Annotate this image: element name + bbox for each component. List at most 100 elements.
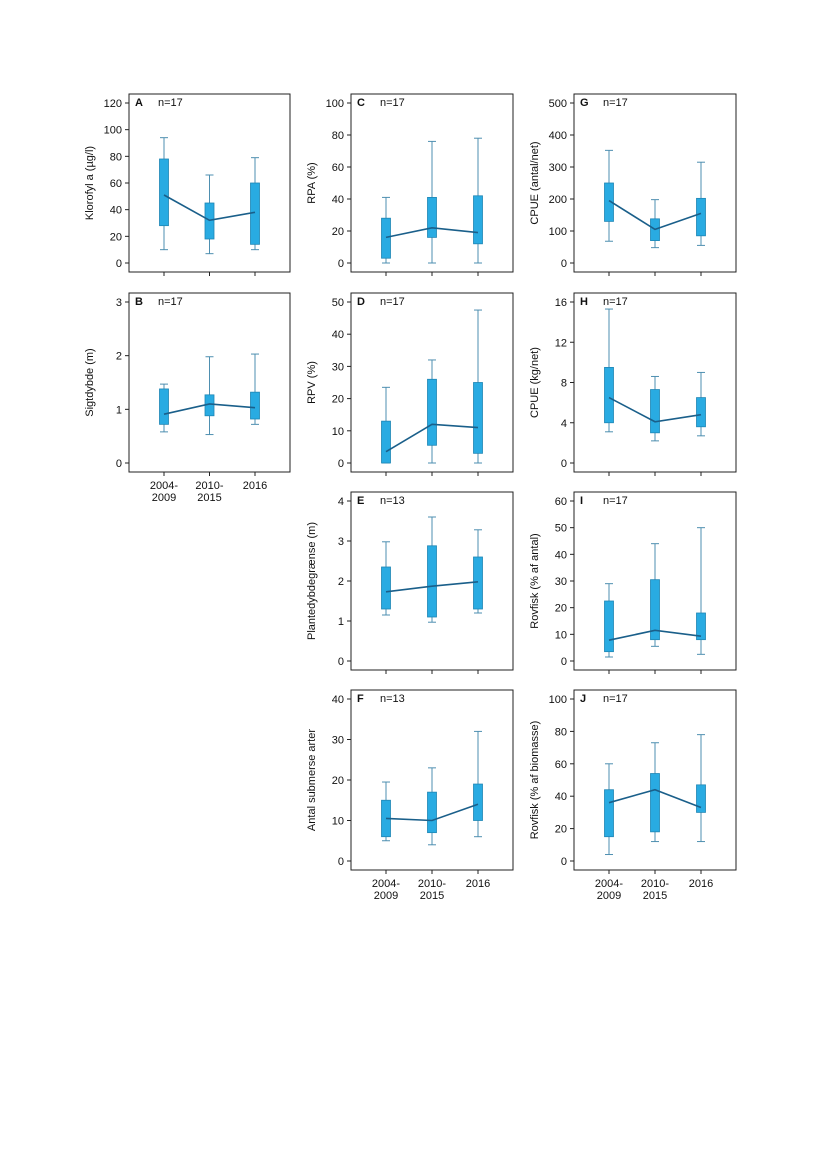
y-axis-title: Rovfisk (% af biomasse) [529,721,541,840]
interquartile-box [604,600,614,653]
y-tick-label: 60 [555,496,567,508]
y-tick-label: 8 [561,378,567,390]
panel-letter: G [580,97,589,109]
panel-j: 0 20 40 60 80 100 Rovfisk (% af biomasse) J n=17… [529,689,737,902]
interquartile-box [473,556,483,610]
interquartile-box [604,367,614,424]
y-tick-label: 10 [555,629,567,641]
box-f-2 [427,767,437,846]
x-category-label: 2016 [689,878,713,890]
panel-letter: B [135,296,143,308]
y-tick-label: 500 [549,98,567,110]
y-tick-label: 100 [549,226,567,238]
interquartile-box [650,579,660,641]
median-line [385,581,479,593]
y-axis-title: RPV (%) [306,361,318,404]
interquartile-box [473,783,483,821]
y-tick-label: 0 [338,856,344,868]
y-axis-title: CPUE (antal/net) [529,141,541,224]
y-tick-label: 3 [116,297,122,309]
panel-i: 0 10 20 30 40 50 60 Rovfisk (% af antal) I n=17 [529,491,737,674]
panel-c: 0 20 40 60 80 100 RPA (%) C n=17 [306,93,514,276]
y-tick-label: 20 [110,231,122,243]
y-tick-label: 10 [332,816,344,828]
interquartile-box [604,182,614,222]
sample-size-label: n=17 [380,296,405,308]
y-tick-label: 3 [338,536,344,548]
box-d-3 [473,309,483,464]
x-category-label: 2016 [466,878,490,890]
y-tick-label: 200 [549,194,567,206]
panel-letter: F [357,693,364,705]
y-tick-label: 80 [555,726,567,738]
y-tick-label: 80 [332,130,344,142]
box-b-3 [250,353,260,425]
box-f-1 [381,781,391,842]
sample-size-label: n=17 [380,97,405,109]
y-tick-label: 4 [338,496,344,508]
y-tick-label: 1 [338,616,344,628]
y-tick-label: 0 [338,656,344,668]
y-tick-label: 20 [555,824,567,836]
x-category-label: 2009 [597,890,621,902]
y-tick-label: 60 [555,759,567,771]
sample-size-label: n=17 [158,296,183,308]
median-line [385,423,479,453]
y-tick-label: 40 [332,694,344,706]
box-g-3 [696,161,706,246]
interquartile-box [696,397,706,428]
interquartile-box [159,158,169,227]
interquartile-box [427,545,437,618]
box-h-3 [696,371,706,437]
panel-letter: I [580,495,583,507]
panel-g: 0 100 200 300 400 500 CPUE (antal/net) G n=17 [529,93,737,276]
y-tick-label: 16 [555,297,567,309]
x-category-label: 2009 [152,492,176,504]
y-tick-label: 120 [104,98,122,110]
box-a-2 [204,174,215,255]
interquartile-box [650,773,660,833]
median-line [608,199,702,231]
x-category-label: 2010- [641,878,669,890]
interquartile-box [473,382,483,454]
box-j-3 [696,734,706,843]
y-tick-label: 40 [555,549,567,561]
box-i-3 [696,527,706,655]
y-tick-label: 400 [549,130,567,142]
x-category-label: 2010- [418,878,446,890]
x-category-label: 2015 [420,890,444,902]
y-tick-label: 2 [338,576,344,588]
box-b-1 [159,383,169,433]
x-category-label: 2004- [150,480,178,492]
median-line [608,788,702,809]
panel-a: 0 20 40 60 80 100 120 Klorofyl a (µg/l) A n=17 [84,93,291,276]
panel-h: 0 4 8 12 16 CPUE (kg/net) H n=17 [529,292,737,476]
panel-letter: H [580,296,588,308]
y-tick-label: 50 [332,297,344,309]
box-c-2 [427,140,437,264]
y-tick-label: 0 [561,258,567,270]
y-tick-label: 40 [332,194,344,206]
y-tick-label: 100 [104,125,122,137]
sample-size-label: n=17 [158,97,183,109]
y-tick-label: 50 [555,523,567,535]
interquartile-box [250,391,260,420]
x-category-label: 2016 [243,480,267,492]
box-c-3 [473,137,483,264]
panel-letter: J [580,693,586,705]
interquartile-box [381,217,391,259]
box-j-2 [650,742,660,843]
box-b-2 [204,356,215,436]
y-tick-label: 100 [549,694,567,706]
y-tick-label: 60 [332,162,344,174]
y-axis-title: Klorofyl a (µg/l) [84,146,96,220]
box-a-1 [159,137,169,251]
y-tick-label: 30 [332,735,344,747]
y-tick-label: 20 [332,226,344,238]
panel-letter: D [357,296,365,308]
box-h-1 [604,308,614,433]
box-d-1 [381,386,391,464]
box-e-3 [473,529,483,614]
panel-letter: A [135,97,143,109]
